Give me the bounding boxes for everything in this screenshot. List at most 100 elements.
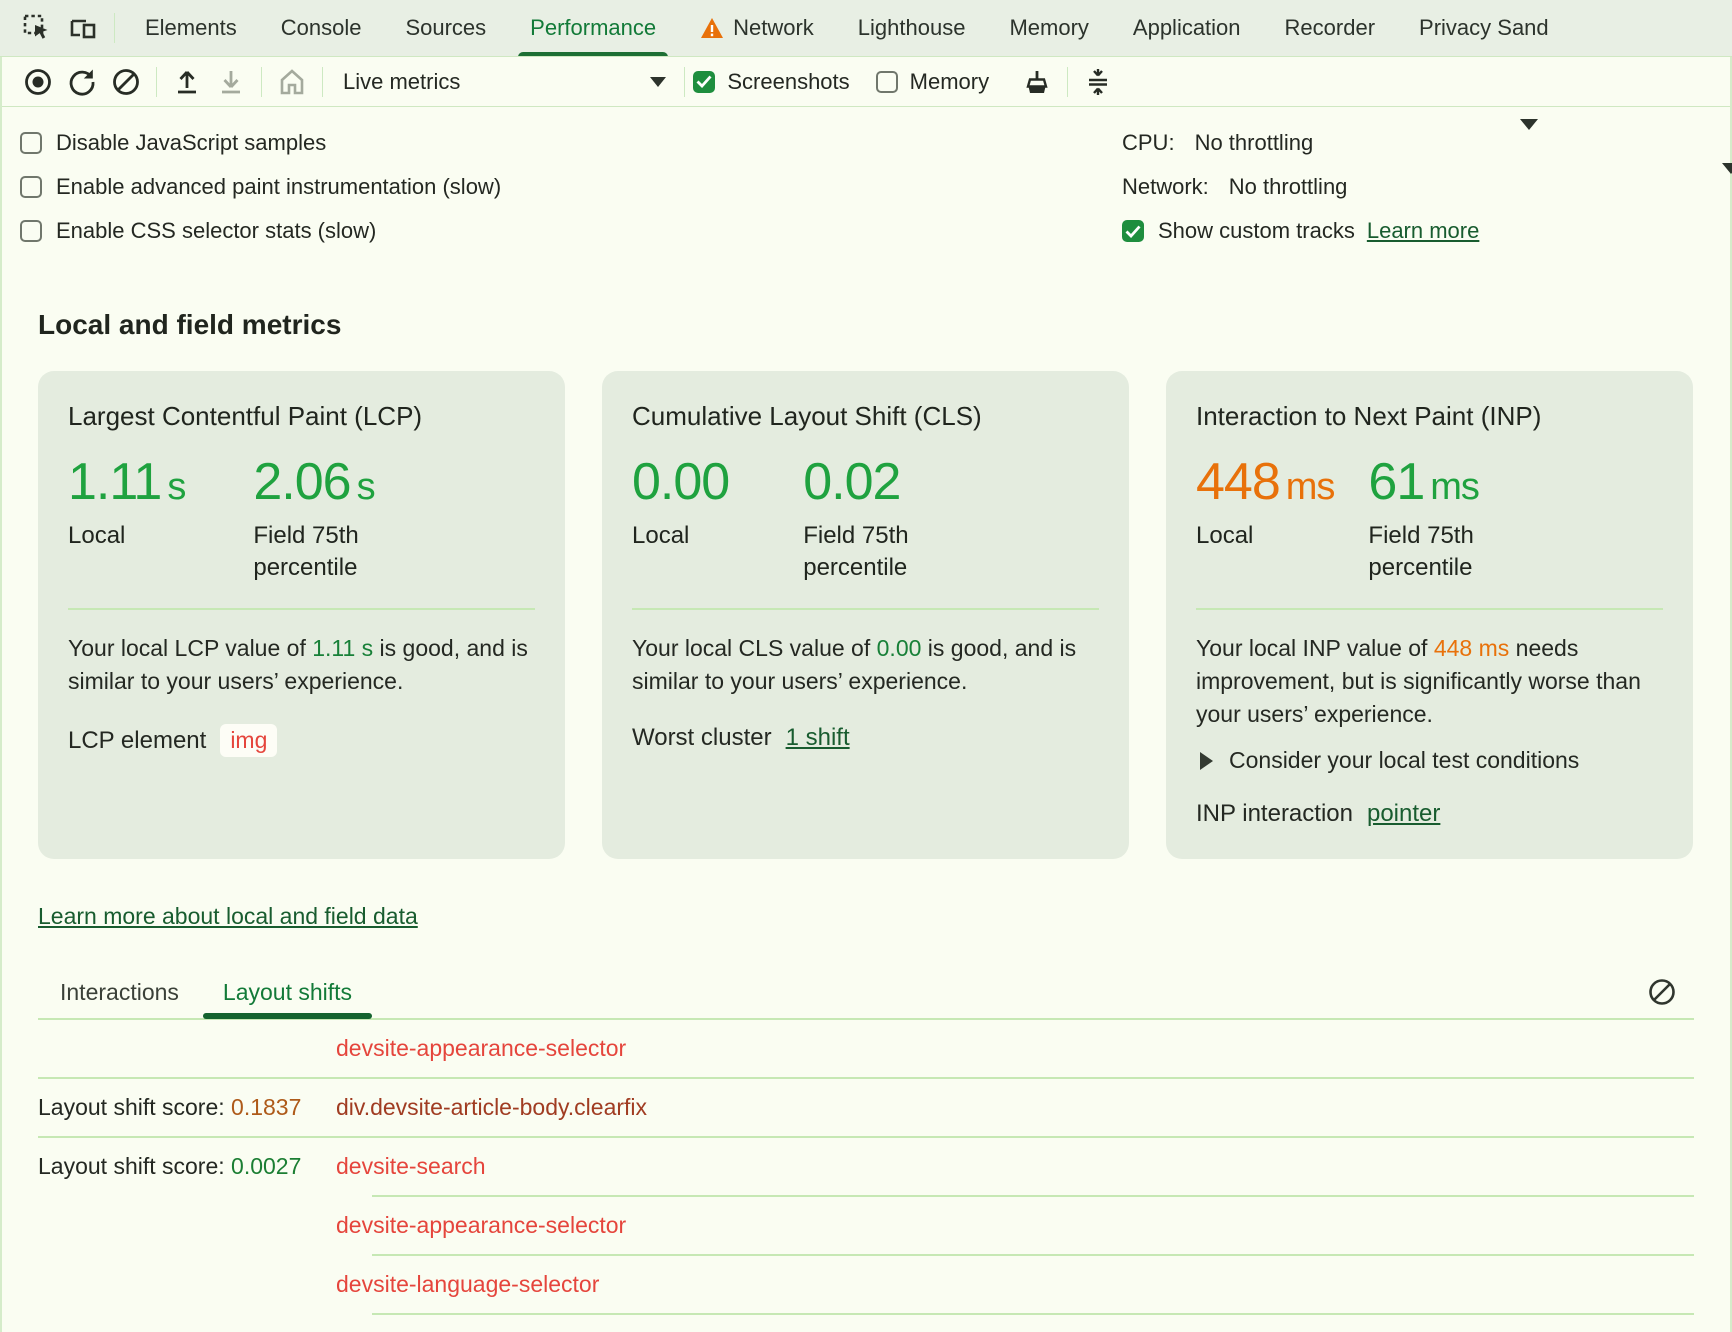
live-metrics-view: Local and field metrics Largest Contentf…: [2, 261, 1730, 1332]
capture-options: Disable JavaScript samples Enable advanc…: [2, 107, 1730, 261]
inp-interaction-row: INP interaction pointer: [1196, 800, 1663, 828]
css-selector-stats-checkbox[interactable]: [20, 220, 42, 242]
table-row: Layout shift score: 0.0027 devsite-searc…: [2, 1138, 1730, 1195]
lcp-element-row: LCP element img: [68, 724, 535, 757]
tab-console[interactable]: Console: [259, 0, 384, 57]
tab-memory[interactable]: Memory: [987, 0, 1110, 57]
inp-card-title: Interaction to Next Paint (INP): [1196, 401, 1663, 432]
cpu-throttling-select[interactable]: CPU: No throttling: [1118, 121, 1730, 165]
option-show-custom-tracks: Show custom tracks Learn more: [1118, 209, 1730, 253]
screenshots-label: Screenshots: [727, 69, 849, 95]
cls-worst-cluster-row: Worst cluster 1 shift: [632, 724, 1099, 752]
collapse-sections-icon[interactable]: [1076, 62, 1120, 102]
tab-privacy-sandbox[interactable]: Privacy Sand: [1397, 0, 1571, 57]
chevron-down-icon: [1520, 130, 1538, 156]
inp-local-value: 448ms Local: [1196, 452, 1334, 584]
active-tab-underline: [203, 1013, 372, 1019]
lcp-field-value: 2.06s Field 75th percentile: [253, 452, 443, 584]
divider: [1067, 67, 1068, 97]
tab-sources[interactable]: Sources: [383, 0, 508, 57]
disclosure-triangle-icon: [1200, 752, 1213, 770]
learn-more-link[interactable]: Learn more: [1367, 218, 1480, 244]
metrics-heading: Local and field metrics: [38, 309, 1730, 341]
screenshots-checkbox[interactable]: [693, 71, 715, 93]
card-divider: [1196, 608, 1663, 610]
card-divider: [632, 608, 1099, 610]
layout-shifts-table: devsite-appearance-selector Layout shift…: [2, 1020, 1730, 1332]
divider: [261, 67, 262, 97]
tab-interactions[interactable]: Interactions: [38, 968, 201, 1016]
warning-icon: [700, 17, 724, 39]
clear-log-icon[interactable]: [1640, 972, 1684, 1012]
shift-score-value: 0.1837: [231, 1094, 301, 1120]
tab-recorder[interactable]: Recorder: [1263, 0, 1397, 57]
divider: [684, 67, 685, 97]
worst-cluster-link[interactable]: 1 shift: [786, 724, 850, 752]
option-css-selector-stats: Enable CSS selector stats (slow): [20, 209, 501, 253]
device-toolbar-icon[interactable]: [60, 6, 106, 50]
upload-profile-icon[interactable]: [165, 62, 209, 102]
lcp-card: Largest Contentful Paint (LCP) 1.11s Loc…: [38, 371, 565, 859]
option-disable-js-samples: Disable JavaScript samples: [20, 121, 501, 165]
shift-element-link[interactable]: devsite-language-selector: [336, 1271, 599, 1298]
cls-local-value: 0.00 Local: [632, 452, 735, 584]
inp-field-value: 61ms Field 75th percentile: [1368, 452, 1558, 584]
devtools-tabbar: Elements Console Sources Performance Net…: [0, 0, 1732, 57]
cls-description: Your local CLS value of 0.00 is good, an…: [632, 632, 1099, 698]
lcp-element-link[interactable]: img: [220, 724, 277, 757]
divider: [114, 13, 115, 43]
advanced-paint-checkbox[interactable]: [20, 176, 42, 198]
log-tabbar: Interactions Layout shifts: [2, 968, 1730, 1016]
table-row: devsite-appearance-selector: [2, 1020, 1730, 1077]
inp-card: Interaction to Next Paint (INP) 448ms Lo…: [1166, 371, 1693, 859]
inp-description: Your local INP value of 448 ms needs imp…: [1196, 632, 1663, 731]
network-throttling-select[interactable]: Network: No throttling: [1118, 165, 1730, 209]
performance-toolbar: Live metrics Screenshots Memory: [2, 57, 1730, 107]
shift-element-link[interactable]: devsite-appearance-selector: [336, 1212, 626, 1239]
option-advanced-paint: Enable advanced paint instrumentation (s…: [20, 165, 501, 209]
lcp-card-title: Largest Contentful Paint (LCP): [68, 401, 535, 432]
table-row: div.devsite-floating-action-buttons: [2, 1315, 1730, 1332]
memory-label: Memory: [910, 69, 989, 95]
table-row: Layout shift score: 0.1837 div.devsite-a…: [2, 1079, 1730, 1136]
table-row: devsite-appearance-selector: [2, 1197, 1730, 1254]
metric-cards: Largest Contentful Paint (LCP) 1.11s Loc…: [38, 371, 1694, 859]
shift-score-value: 0.0027: [231, 1153, 301, 1179]
learn-more-field-data-link[interactable]: Learn more about local and field data: [38, 903, 418, 930]
lcp-local-value: 1.11s Local: [68, 452, 185, 584]
garbage-collect-icon[interactable]: [1015, 62, 1059, 102]
table-row: devsite-language-selector: [2, 1256, 1730, 1313]
inp-interaction-link[interactable]: pointer: [1367, 800, 1440, 828]
tab-network[interactable]: Network: [678, 0, 836, 57]
performance-panel: Live metrics Screenshots Memory: [0, 57, 1732, 1332]
divider: [322, 67, 323, 97]
chevron-down-icon: [650, 77, 666, 87]
divider: [156, 67, 157, 97]
tab-layout-shifts[interactable]: Layout shifts: [201, 968, 374, 1016]
record-icon[interactable]: [16, 62, 60, 102]
tab-application[interactable]: Application: [1111, 0, 1263, 57]
tab-elements[interactable]: Elements: [123, 0, 259, 57]
reload-icon[interactable]: [60, 62, 104, 102]
tab-performance[interactable]: Performance: [508, 0, 678, 57]
live-metrics-select[interactable]: Live metrics: [331, 69, 676, 95]
clear-icon[interactable]: [104, 62, 148, 102]
local-test-conditions-disclosure[interactable]: Consider your local test conditions: [1196, 747, 1663, 774]
cls-card: Cumulative Layout Shift (CLS) 0.00 Local…: [602, 371, 1129, 859]
download-profile-icon[interactable]: [209, 62, 253, 102]
show-custom-tracks-checkbox[interactable]: [1122, 220, 1144, 242]
active-tab-underline: [518, 52, 668, 57]
chevron-down-icon: [1722, 174, 1732, 200]
shift-element-link[interactable]: devsite-search: [336, 1153, 486, 1180]
tab-lighthouse[interactable]: Lighthouse: [836, 0, 988, 57]
shift-element-link[interactable]: div.devsite-article-body.clearfix: [336, 1094, 647, 1121]
memory-checkbox[interactable]: [876, 71, 898, 93]
lcp-description: Your local LCP value of 1.11 s is good, …: [68, 632, 535, 698]
capture-options-right: CPU: No throttling Network: No throttlin…: [1118, 121, 1730, 253]
shift-element-link[interactable]: devsite-appearance-selector: [336, 1035, 626, 1062]
home-icon[interactable]: [270, 62, 314, 102]
cls-field-value: 0.02 Field 75th percentile: [803, 452, 993, 584]
capture-options-left: Disable JavaScript samples Enable advanc…: [20, 121, 501, 253]
disable-js-samples-checkbox[interactable]: [20, 132, 42, 154]
inspect-element-icon[interactable]: [14, 6, 60, 50]
